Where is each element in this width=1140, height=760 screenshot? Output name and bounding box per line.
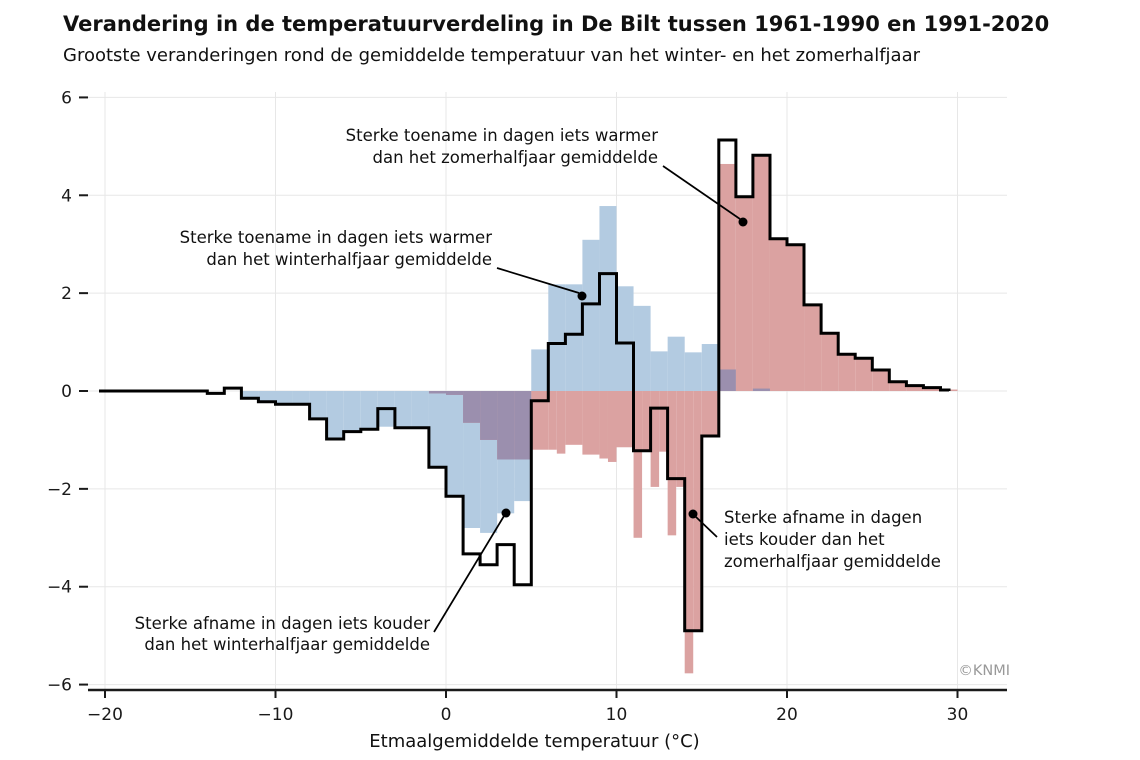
credit-text: ©KNMI	[958, 663, 1010, 679]
annotation-text: dan het winterhalfjaar gemiddelde	[206, 250, 492, 269]
x-tick-label: 30	[947, 705, 969, 725]
y-tick-label: 2	[61, 284, 72, 304]
x-tick-label: 20	[776, 705, 798, 725]
summer-bar	[616, 391, 634, 448]
summer-bar	[607, 391, 617, 462]
chart-subtitle: Grootste veranderingen rond de gemiddeld…	[63, 45, 921, 66]
summer-bar	[565, 391, 583, 445]
winter-bar	[701, 344, 719, 391]
winter-bar	[241, 391, 259, 399]
winter-bar	[446, 391, 464, 497]
annotation-text: iets kouder dan het	[724, 530, 885, 549]
summer-bar	[906, 385, 924, 391]
winter-bar	[531, 349, 549, 391]
summer-bar	[787, 244, 805, 391]
winter-bar	[599, 206, 617, 391]
x-axis-label: Etmaalgemiddelde temperatuur (°C)	[369, 731, 699, 752]
annotation-dot	[577, 291, 587, 301]
annotation-text: dan het winterhalfjaar gemiddelde	[144, 635, 430, 654]
summer-bar	[923, 387, 941, 391]
summer-bar	[556, 391, 566, 454]
summer-bar	[676, 391, 685, 487]
summer-bar	[548, 391, 557, 450]
winter-bar	[548, 284, 566, 391]
overlap-bar	[718, 369, 736, 391]
annotation-dot	[738, 217, 748, 227]
summer-bar	[821, 333, 839, 391]
summer-bar	[735, 196, 753, 391]
summer-bar	[838, 354, 856, 391]
summer-bar	[804, 304, 822, 391]
summer-bar	[650, 391, 660, 487]
summer-bar	[531, 391, 549, 450]
annotation-arrow	[496, 267, 580, 294]
summer-bar	[769, 238, 787, 391]
annotation-text: Sterke toename in dagen iets warmer	[180, 228, 493, 247]
summer-bar	[872, 369, 890, 391]
y-tick-label: −4	[47, 578, 72, 598]
overlap-bar	[514, 391, 532, 460]
winter-bar	[343, 391, 361, 433]
winter-bar	[463, 391, 481, 529]
annotation-text: dan het zomerhalfjaar gemiddelde	[373, 148, 658, 167]
annotation-dot	[688, 509, 698, 519]
winter-bar	[394, 391, 412, 427]
y-tick-label: −6	[47, 676, 72, 696]
winter-bar	[582, 239, 600, 391]
overlap-bar	[497, 391, 515, 460]
annotation-text: Sterke afname in dagen	[724, 508, 922, 527]
annotation-arrow	[662, 165, 741, 220]
summer-bar	[633, 391, 643, 538]
winter-bar	[428, 391, 446, 468]
summer-bar	[599, 391, 608, 459]
summer-bar	[582, 391, 600, 455]
summer-bar	[855, 358, 873, 391]
summer-bar	[701, 391, 719, 437]
winter-bar	[292, 391, 310, 405]
annotation-text: Sterke afname in dagen iets kouder	[135, 614, 431, 633]
y-tick-label: 4	[61, 186, 72, 206]
winter-bar	[326, 391, 344, 439]
overlap-bar	[428, 391, 446, 394]
chart-title: Verandering in de temperatuurverdeling i…	[63, 12, 1050, 36]
summer-bar	[667, 391, 677, 536]
winter-bar	[616, 286, 634, 391]
winter-bar	[360, 391, 378, 430]
x-tick-label: −10	[258, 705, 294, 725]
total-step-line	[99, 138, 951, 633]
summer-bar	[718, 163, 736, 391]
summer-bar	[889, 381, 907, 391]
overlap-bar	[752, 388, 770, 391]
x-tick-label: 0	[441, 705, 452, 725]
annotation-arrow	[695, 516, 718, 538]
y-tick-label: −2	[47, 480, 72, 500]
annotation-dot	[501, 508, 511, 518]
summer-bar	[693, 391, 702, 631]
x-tick-label: −20	[87, 705, 123, 725]
winter-bar	[633, 305, 651, 391]
summer-bar	[684, 391, 694, 674]
summer-bar	[659, 391, 668, 452]
y-tick-label: 0	[61, 382, 72, 402]
overlap-bar	[446, 391, 464, 395]
summer-bar	[752, 156, 770, 391]
annotation-text: Sterke toename in dagen iets warmer	[346, 126, 659, 145]
winter-bar	[684, 352, 702, 391]
winter-bar	[650, 351, 668, 391]
overlap-bar	[480, 391, 498, 440]
winter-bar	[565, 284, 583, 391]
y-tick-label: 6	[61, 88, 72, 108]
annotation-arrow	[433, 515, 505, 633]
x-tick-label: 10	[606, 705, 628, 725]
winter-bar	[667, 336, 685, 391]
annotation-text: zomerhalfjaar gemiddelde	[724, 552, 941, 571]
winter-bar	[411, 391, 429, 428]
winter-bar	[309, 391, 327, 419]
winter-bar	[258, 391, 276, 402]
overlap-bar	[463, 391, 481, 423]
summer-bar	[642, 391, 651, 452]
winter-bar	[275, 391, 293, 405]
